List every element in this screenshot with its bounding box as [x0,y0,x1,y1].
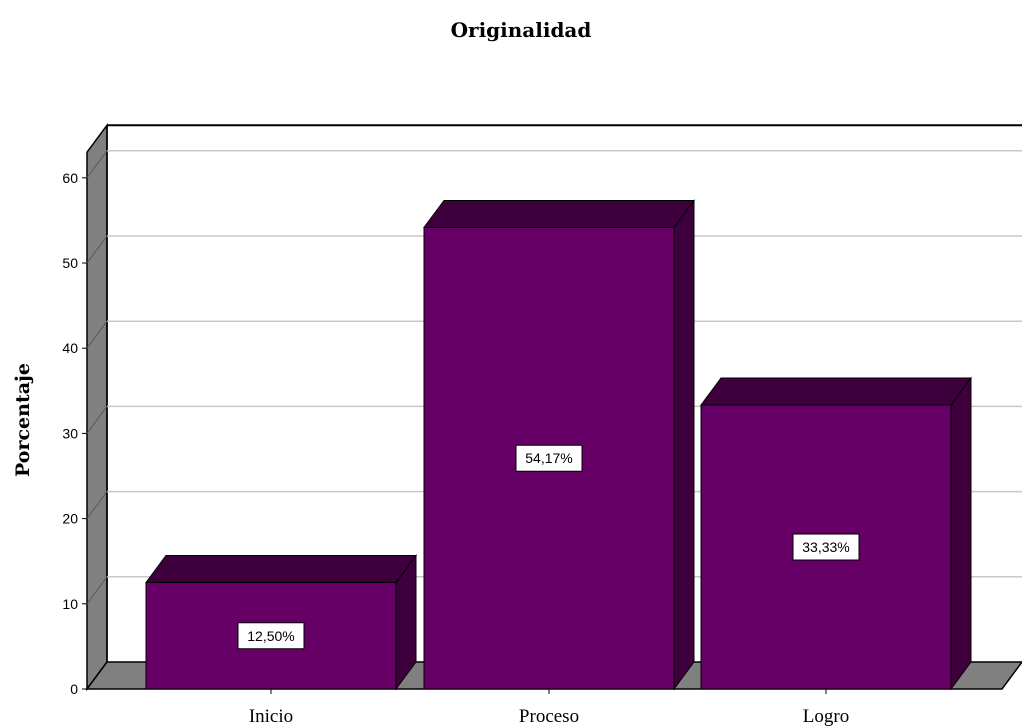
chart-title: Originalidad [451,18,592,42]
x-tick-label: Logro [803,706,849,727]
bars-group [145,198,972,691]
data-label-box [237,622,305,650]
data-label-text: 54,17% [525,450,572,466]
data-label: 54,17% [515,444,583,472]
data-label: 12,50% [237,622,305,650]
wall-gridline [86,320,108,349]
y-tick-label: 40 [62,340,78,356]
wall-gridline [86,235,108,264]
data-label-text: 12,50% [247,628,294,644]
y-axis-label: Porcentaje [12,363,34,477]
data-labels: 12,50% 54,17% 33,33% [237,444,860,650]
bar-side [673,198,695,691]
y-tick-label: 10 [62,596,78,612]
wall-gridline [86,406,108,434]
data-label-box [515,444,583,472]
data-label: 33,33% [792,533,860,561]
y-axis-ticks: 0 10 20 30 40 50 60 [62,170,87,697]
x-tick-label: Inicio [249,706,293,727]
bar-side [950,376,972,691]
wall-gridline [86,491,108,519]
x-axis-categories: Inicio Proceso Logro [249,689,849,727]
data-label-box [792,533,860,561]
bar-proceso [423,198,695,691]
left-wall [86,122,108,692]
wall-gridline [86,576,108,605]
bar-top [423,199,695,228]
wall-gridline [86,150,108,179]
y-tick-label: 50 [62,255,78,271]
bar-top [145,555,417,583]
bar-top [700,377,972,406]
data-label-text: 33,33% [802,539,849,555]
bar-inicio [145,553,417,691]
y-tick-label: 0 [70,681,78,697]
y-tick-label: 20 [62,511,78,527]
x-tick-label: Proceso [519,706,579,727]
y-tick-label: 30 [62,425,78,441]
y-tick-label: 60 [62,170,78,186]
